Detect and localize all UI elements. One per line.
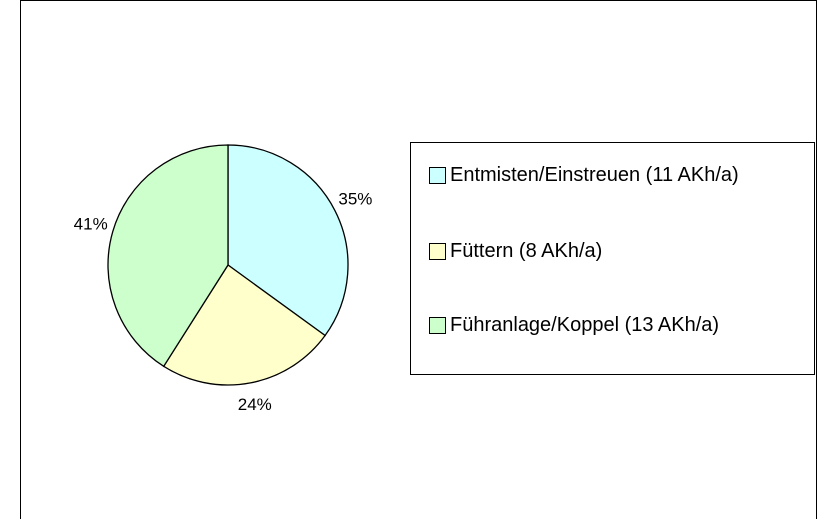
legend-label: Füttern (8 AKh/a) [450,240,603,262]
legend: Entmisten/Einstreuen (11 AKh/a) Füttern (… [410,142,815,375]
legend-entry: Führanlage/Koppel (13 AKh/a) [429,313,810,337]
data-label: 35% [338,190,372,209]
pie-slice [162,264,326,386]
legend-entry: Entmisten/Einstreuen (11 AKh/a) [429,163,810,187]
data-label: 24% [238,395,272,414]
legend-label: Entmisten/Einstreuen (11 AKh/a) [450,164,739,186]
data-label: 41% [74,215,108,234]
pie-slice [107,144,229,368]
pie-slice [227,144,349,337]
legend-label: Führanlage/Koppel (13 AKh/a) [450,314,720,336]
legend-entry: Füttern (8 AKh/a) [429,239,810,263]
legend-swatch [429,167,446,184]
legend-swatch [429,317,446,334]
legend-swatch [429,243,446,260]
